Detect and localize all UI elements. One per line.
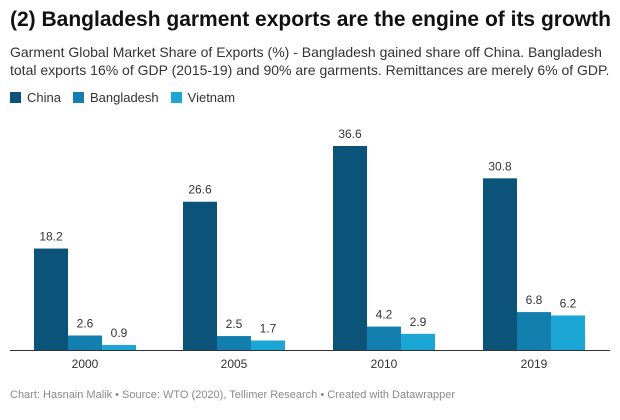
x-tick-label-2010: 2010	[371, 357, 398, 371]
bar-vietnam-2010	[401, 333, 435, 350]
data-label-china-2010: 36.6	[338, 127, 362, 141]
legend-swatch-vietnam	[170, 91, 182, 103]
data-label-bangladesh-2000: 2.6	[77, 317, 94, 331]
bar-bangladesh-2005	[217, 336, 251, 350]
bar-china-2005	[183, 201, 217, 350]
legend-item-china: China	[10, 90, 61, 105]
bar-bangladesh-2000	[68, 335, 102, 350]
bar-china-2010	[333, 146, 367, 350]
data-label-china-2019: 30.8	[488, 159, 512, 173]
legend-label-bangladesh: Bangladesh	[89, 89, 159, 105]
data-label-vietnam-2019: 6.2	[560, 296, 577, 310]
bar-vietnam-2000	[102, 344, 136, 350]
chart-footer: Chart: Hasnain Malik • Source: WTO (2020…	[10, 389, 456, 401]
data-label-bangladesh-2019: 6.8	[526, 293, 543, 307]
bar-vietnam-2005	[251, 340, 285, 350]
data-label-bangladesh-2010: 4.2	[376, 308, 393, 322]
legend-swatch-china	[10, 91, 21, 103]
legend-item-bangladesh: Bangladesh	[72, 89, 159, 105]
bar-bangladesh-2019	[517, 312, 551, 350]
chart-subtitle: Garment Global Market Share of Exports (…	[10, 44, 610, 78]
data-label-bangladesh-2005: 2.5	[226, 317, 243, 331]
legend: China Bangladesh Vietnam	[10, 89, 247, 105]
chart-title: (2) Bangladesh garment exports are the e…	[10, 8, 611, 31]
data-label-vietnam-2010: 2.9	[410, 315, 427, 329]
x-tick-label-2019: 2019	[521, 357, 548, 371]
data-label-china-2005: 26.6	[188, 183, 212, 197]
bar-china-2019	[483, 178, 517, 350]
legend-swatch-bangladesh	[72, 91, 84, 103]
x-tick-label-2000: 2000	[72, 357, 99, 371]
bar-china-2000	[34, 248, 68, 350]
legend-item-vietnam: Vietnam	[170, 89, 236, 105]
legend-label-vietnam: Vietnam	[187, 89, 236, 105]
data-label-vietnam-2000: 0.9	[111, 326, 128, 340]
data-label-vietnam-2005: 1.7	[260, 322, 277, 336]
bar-vietnam-2019	[551, 315, 585, 350]
legend-label-china: China	[27, 89, 61, 105]
x-tick-label-2005: 2005	[221, 357, 248, 371]
bar-bangladesh-2010	[367, 326, 401, 350]
data-label-china-2000: 18.2	[39, 230, 63, 244]
